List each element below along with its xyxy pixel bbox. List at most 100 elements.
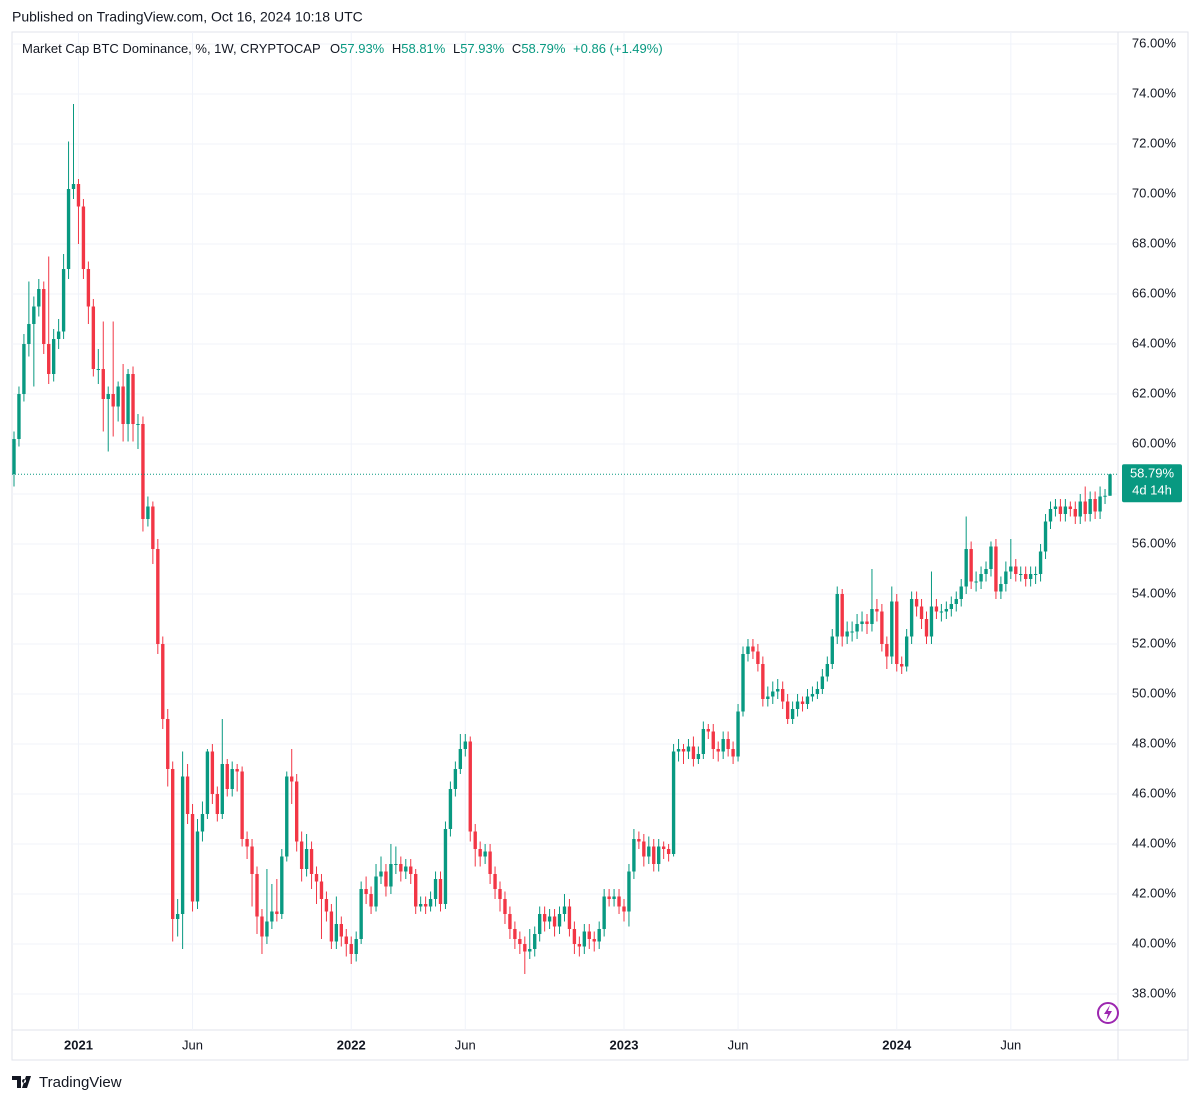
candle-body [746, 646, 750, 654]
candle-body [741, 654, 745, 712]
candle-body [404, 866, 408, 872]
candle-body [389, 864, 393, 887]
candle-body [1048, 509, 1053, 522]
candle-body [542, 914, 547, 922]
candle-body [141, 424, 145, 519]
candle-body [230, 769, 234, 789]
candle-body [304, 849, 309, 869]
candle-body [1004, 571, 1008, 584]
candle-body [314, 874, 319, 882]
candle-body [632, 839, 636, 872]
candle-body [1083, 501, 1087, 514]
candle-body [671, 751, 676, 854]
y-tick-label: 42.00% [1132, 885, 1177, 900]
candle-body [503, 899, 507, 914]
candle-body [711, 731, 715, 749]
candle-body [994, 546, 998, 592]
candle-body [756, 651, 760, 664]
candle-body [637, 839, 641, 842]
candle-body [354, 939, 358, 954]
candle-body [180, 776, 185, 914]
candle-body [666, 849, 671, 854]
candle-body [309, 849, 314, 874]
candle-body [686, 746, 691, 752]
candle-body [944, 609, 949, 612]
candle-body [414, 874, 418, 907]
y-tick-label: 62.00% [1132, 385, 1177, 400]
legend-value: 58.81% [401, 41, 446, 56]
y-tick-label: 68.00% [1132, 235, 1177, 250]
candle-body [924, 619, 929, 637]
y-tick-label: 46.00% [1132, 785, 1177, 800]
candle-body [220, 764, 224, 814]
candle-body [523, 944, 527, 952]
y-tick-label: 70.00% [1132, 185, 1177, 200]
candle-body [716, 749, 720, 752]
candle-body [210, 751, 215, 794]
candle-body [761, 664, 765, 699]
candle-body [483, 851, 487, 857]
candle-body [379, 871, 383, 877]
y-tick-label: 60.00% [1132, 435, 1177, 450]
candle-body [547, 916, 552, 922]
candle-body [537, 914, 542, 934]
candle-body [111, 394, 115, 407]
candle-body [835, 594, 839, 637]
candle-body [290, 776, 294, 782]
candle-body [577, 944, 582, 947]
y-tick-label: 76.00% [1132, 35, 1177, 50]
candle-body [146, 506, 150, 519]
candle-body [319, 881, 324, 899]
candle-body [855, 624, 859, 632]
candle-body [552, 916, 557, 927]
candle-body [736, 711, 740, 757]
y-tick-label: 48.00% [1132, 735, 1177, 750]
x-tick-label: 2021 [64, 1037, 93, 1052]
candle-body [696, 754, 701, 759]
candle-body [949, 604, 953, 609]
candle-body [126, 374, 130, 424]
candle-body [275, 911, 279, 914]
candle-body [904, 636, 909, 667]
candle-body [984, 569, 988, 574]
y-tick-label: 74.00% [1132, 85, 1177, 100]
candle-body [567, 906, 572, 929]
candle-body [488, 851, 492, 874]
candle-body [245, 839, 249, 847]
x-tick-label: 2023 [610, 1037, 639, 1052]
candle-body [131, 374, 135, 424]
candle-body [954, 599, 958, 604]
lightning-icon [1097, 1002, 1119, 1024]
candle-body [810, 694, 815, 697]
candle-body [805, 696, 810, 704]
candle-body [324, 899, 329, 912]
candle-body [562, 906, 567, 914]
candle-body [280, 856, 284, 914]
candle-body [255, 874, 259, 917]
candle-body [909, 599, 914, 637]
candle-body [121, 386, 125, 424]
legend-key: O [330, 41, 340, 56]
x-tick-label: Jun [1000, 1037, 1021, 1052]
candle-body [1038, 551, 1043, 574]
candle-body [166, 719, 170, 769]
candle-body [642, 841, 646, 857]
candle-body [1028, 574, 1033, 579]
candle-body [205, 751, 210, 814]
candle-body [895, 601, 899, 664]
candle-body [235, 769, 239, 772]
candle-body [914, 599, 919, 607]
candle-body [384, 871, 388, 887]
legend-value: 57.93% [460, 41, 505, 56]
candle-body [81, 206, 86, 269]
candle-body [691, 746, 696, 759]
candle-body [433, 879, 438, 899]
chart-frame [11, 31, 1189, 1061]
candle-body [959, 586, 963, 599]
candle-body [22, 344, 26, 394]
candle-body [428, 899, 433, 907]
candle-body [270, 911, 274, 922]
candle-body [661, 846, 666, 849]
candle-body [597, 929, 601, 942]
